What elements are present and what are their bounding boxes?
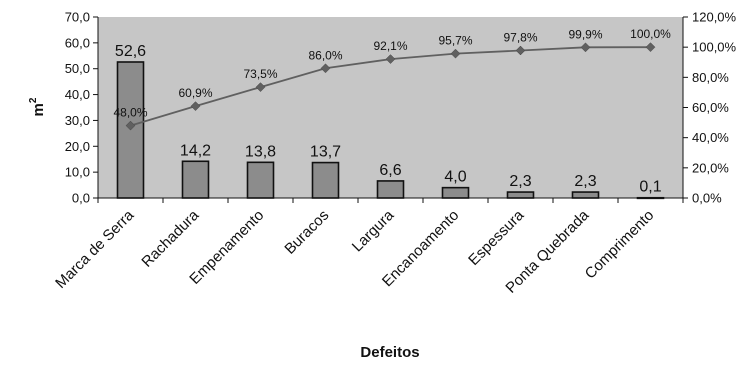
category-label: Comprimento	[582, 207, 658, 283]
right-tick-label: 0,0%	[692, 191, 722, 206]
category-label: Espessura	[465, 206, 528, 269]
bar-value-label: 52,6	[115, 43, 146, 60]
cumulative-value-label: 48,0%	[113, 106, 147, 120]
cumulative-marker	[645, 42, 656, 53]
bar-value-label: 13,8	[245, 143, 276, 160]
bar-value-labels: 52,6 14,2 13,8 13,7 6,6 4,0 2,3 2,3 0,1	[115, 43, 662, 196]
cumulative-marker	[255, 82, 266, 92]
cumulative-marker	[320, 63, 331, 74]
left-tick-label: 10,0	[65, 165, 90, 180]
bar-value-label: 6,6	[379, 162, 401, 179]
left-tick-label: 70,0	[65, 10, 90, 25]
bar	[441, 186, 470, 199]
cumulative-value-label: 73,5%	[243, 67, 277, 81]
cumulative-line-series	[125, 42, 656, 131]
cumulative-marker	[385, 54, 396, 64]
right-tick-label: 40,0%	[692, 130, 729, 145]
cumulative-marker	[450, 48, 461, 59]
bar	[311, 161, 340, 199]
cumulative-value-label: 92,1%	[373, 39, 407, 53]
left-tick-label: 50,0	[65, 61, 90, 76]
right-axis: 0,0% 20,0% 40,0% 60,0% 80,0% 100,0% 120,0%	[683, 10, 737, 206]
bar	[246, 161, 275, 199]
left-tick-label: 30,0	[65, 113, 90, 128]
left-tick-label: 60,0	[65, 35, 90, 50]
cumulative-marker	[515, 45, 526, 56]
right-tick-label: 120,0%	[692, 10, 737, 25]
left-axis: 0,0 10,0 20,0 30,0 40,0 50,0 60,0 70,0	[65, 10, 98, 206]
cumulative-value-label: 100,0%	[630, 27, 671, 41]
x-axis-title: Defeitos	[360, 344, 419, 361]
cumulative-marker	[125, 120, 136, 131]
left-tick-label: 20,0	[65, 139, 90, 154]
category-label: Largura	[349, 206, 398, 255]
right-tick-label: 60,0%	[692, 100, 729, 115]
bar	[571, 191, 600, 199]
cumulative-value-labels: 48,0% 60,9% 73,5% 86,0% 92,1% 95,7% 97,8% 99,9%…	[113, 27, 671, 119]
cumulative-marker	[190, 101, 201, 111]
right-tick-label: 80,0%	[692, 70, 729, 85]
left-tick-label: 40,0	[65, 87, 90, 102]
left-tick-label: 0,0	[72, 191, 90, 206]
cumulative-value-label: 97,8%	[503, 30, 537, 44]
bar-value-label: 2,3	[574, 173, 596, 190]
bar-value-label: 13,7	[310, 144, 341, 161]
category-label: Marca de Serra	[52, 206, 138, 292]
right-tick-label: 20,0%	[692, 160, 729, 175]
cumulative-marker	[580, 42, 591, 53]
bar-value-label: 14,2	[180, 142, 211, 159]
cumulative-value-label: 60,9%	[178, 86, 212, 100]
cumulative-value-label: 95,7%	[438, 34, 472, 48]
y-axis-title: m2	[28, 97, 47, 116]
bar-series	[116, 61, 665, 200]
bar	[506, 191, 535, 199]
cumulative-value-label: 99,9%	[568, 27, 602, 41]
bar	[376, 180, 405, 199]
bar-value-label: 2,3	[509, 173, 531, 190]
bar-value-label: 4,0	[444, 169, 466, 186]
right-tick-label: 100,0%	[692, 40, 737, 55]
category-label: Buracos	[281, 207, 332, 258]
category-label: Rachadura	[138, 206, 202, 270]
bar	[181, 160, 210, 199]
cumulative-value-label: 86,0%	[308, 48, 342, 62]
bar-value-label: 0,1	[639, 179, 661, 196]
